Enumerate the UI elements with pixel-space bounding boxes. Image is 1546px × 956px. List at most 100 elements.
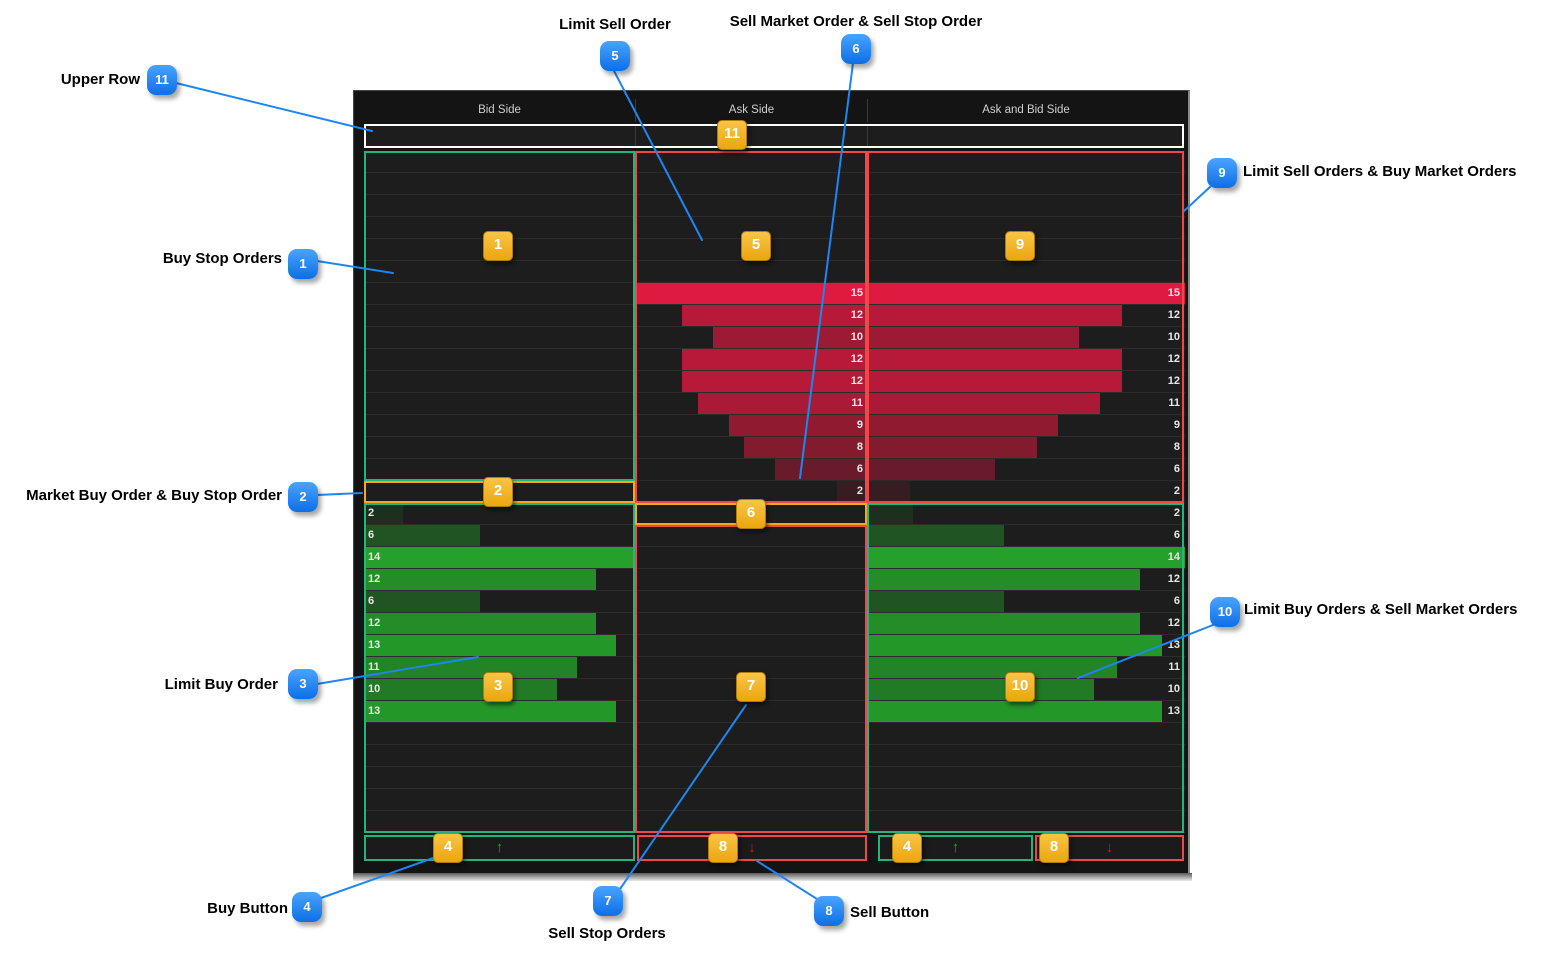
volume-bar xyxy=(868,305,1122,326)
ladder-row[interactable]: 8 xyxy=(868,437,1185,459)
column-divider xyxy=(867,126,868,146)
volume-value: 6 xyxy=(1173,595,1180,607)
ladder-row[interactable]: 12 xyxy=(868,569,1185,591)
volume-bar xyxy=(868,679,1095,700)
ladder-row[interactable]: 9 xyxy=(868,415,1185,437)
ladder-row[interactable]: 13 xyxy=(364,635,635,657)
ladder-row[interactable] xyxy=(364,767,635,789)
ladder-row[interactable] xyxy=(364,745,635,767)
volume-bar xyxy=(364,591,481,612)
ladder-row[interactable]: 6 xyxy=(868,591,1185,613)
ladder-row[interactable] xyxy=(364,283,635,305)
ladder-row[interactable]: 6 xyxy=(636,459,868,481)
ladder-row[interactable] xyxy=(364,151,635,173)
sell-button[interactable]: ↓ xyxy=(637,835,867,861)
ladder-row[interactable] xyxy=(636,547,868,569)
ladder-row[interactable] xyxy=(636,789,868,811)
ladder-row[interactable] xyxy=(364,393,635,415)
ladder-row[interactable] xyxy=(868,173,1185,195)
ladder-row[interactable]: 12 xyxy=(636,371,868,393)
ladder-row[interactable]: 15 xyxy=(636,283,868,305)
ladder-row[interactable]: 12 xyxy=(868,349,1185,371)
ladder-row[interactable] xyxy=(636,569,868,591)
ladder-row[interactable] xyxy=(364,437,635,459)
volume-value: 10 xyxy=(1167,683,1180,695)
ladder-row[interactable] xyxy=(636,767,868,789)
ladder-row[interactable] xyxy=(868,767,1185,789)
volume-value: 6 xyxy=(368,595,375,607)
ladder-row[interactable] xyxy=(636,811,868,833)
ladder-row[interactable]: 14 xyxy=(364,547,635,569)
ladder-row[interactable] xyxy=(868,723,1185,745)
ladder-row[interactable]: 2 xyxy=(364,503,635,525)
volume-bar xyxy=(868,701,1163,722)
ladder-row[interactable]: 6 xyxy=(364,525,635,547)
ladder-row[interactable] xyxy=(868,151,1185,173)
ladder-row[interactable]: 13 xyxy=(868,635,1185,657)
callout-label-sell-stop-orders: Sell Stop Orders xyxy=(548,925,666,942)
ladder-row[interactable] xyxy=(636,525,868,547)
ladder-row[interactable] xyxy=(364,195,635,217)
marker-badge-8: 8 xyxy=(708,833,738,863)
ladder-row[interactable]: 12 xyxy=(636,349,868,371)
ladder-row[interactable]: 13 xyxy=(868,701,1185,723)
ladder-row[interactable]: 2 xyxy=(868,503,1185,525)
ladder-row[interactable] xyxy=(364,327,635,349)
upper-row[interactable] xyxy=(364,124,1184,148)
ladder-row[interactable] xyxy=(868,789,1185,811)
ladder-row[interactable] xyxy=(636,151,868,173)
ladder-row[interactable] xyxy=(364,173,635,195)
ladder-row[interactable] xyxy=(636,173,868,195)
buy-button[interactable]: ↑ xyxy=(364,835,635,861)
ladder-row[interactable]: 6 xyxy=(868,459,1185,481)
ladder-row[interactable]: 12 xyxy=(868,371,1185,393)
ladder-row[interactable] xyxy=(868,745,1185,767)
volume-value: 6 xyxy=(1173,529,1180,541)
ladder-row[interactable] xyxy=(364,349,635,371)
ladder-row[interactable] xyxy=(364,789,635,811)
ladder-row[interactable]: 15 xyxy=(868,283,1185,305)
volume-bar xyxy=(697,393,868,414)
volume-bar xyxy=(713,327,868,348)
ladder-row[interactable] xyxy=(636,261,868,283)
ladder-row[interactable]: 13 xyxy=(364,701,635,723)
callout-label-limit-sell-order: Limit Sell Order xyxy=(559,16,671,33)
ladder-row[interactable] xyxy=(364,371,635,393)
marker-badge-11: 11 xyxy=(717,120,747,150)
buy-arrow-icon: ↑ xyxy=(951,839,960,856)
callout-badge-buy-button: 4 xyxy=(292,892,322,922)
ladder-row[interactable] xyxy=(636,635,868,657)
ladder-row[interactable]: 12 xyxy=(636,305,868,327)
ladder-row[interactable] xyxy=(364,305,635,327)
callout-badge-upper-row: 11 xyxy=(147,65,177,95)
volume-bar xyxy=(837,481,868,502)
ladder-row[interactable] xyxy=(636,745,868,767)
ladder-row[interactable]: 9 xyxy=(636,415,868,437)
ladder-row[interactable] xyxy=(636,723,868,745)
ladder-row[interactable] xyxy=(636,701,868,723)
ladder-row[interactable] xyxy=(636,613,868,635)
ladder-row[interactable] xyxy=(364,415,635,437)
ladder-row[interactable] xyxy=(868,261,1185,283)
ladder-row[interactable]: 8 xyxy=(636,437,868,459)
ladder-row[interactable]: 12 xyxy=(364,613,635,635)
ladder-row[interactable] xyxy=(364,723,635,745)
ladder-row[interactable] xyxy=(868,195,1185,217)
ladder-row[interactable]: 12 xyxy=(868,613,1185,635)
ladder-row[interactable] xyxy=(636,591,868,613)
ladder-row[interactable]: 11 xyxy=(868,393,1185,415)
ladder-row[interactable]: 10 xyxy=(636,327,868,349)
ladder-row[interactable] xyxy=(364,811,635,833)
ladder-row[interactable] xyxy=(868,811,1185,833)
ladder-row[interactable]: 11 xyxy=(636,393,868,415)
ladder-row[interactable]: 14 xyxy=(868,547,1185,569)
ladder-row[interactable] xyxy=(636,195,868,217)
ladder-row[interactable] xyxy=(364,261,635,283)
ladder-row[interactable]: 6 xyxy=(868,525,1185,547)
ladder-row[interactable]: 2 xyxy=(868,481,1185,503)
ladder-row[interactable]: 12 xyxy=(868,305,1185,327)
ladder-row[interactable]: 6 xyxy=(364,591,635,613)
volume-value: 12 xyxy=(1167,573,1180,585)
ladder-row[interactable]: 10 xyxy=(868,327,1185,349)
ladder-row[interactable]: 12 xyxy=(364,569,635,591)
